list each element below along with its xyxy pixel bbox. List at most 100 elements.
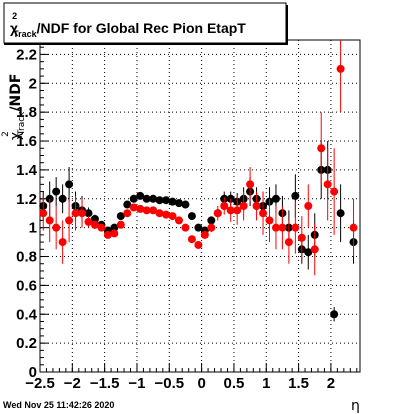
data-point: [297, 233, 306, 242]
x-tick-label: 2: [327, 375, 335, 392]
data-point: [149, 194, 158, 203]
data-point: [116, 212, 125, 221]
y-tick-label: 1.2: [16, 191, 37, 208]
data-point: [84, 209, 93, 218]
data-point: [330, 187, 339, 196]
timestamp: Wed Nov 25 11:42:26 2020: [3, 400, 114, 410]
data-point: [155, 209, 164, 218]
data-point: [349, 223, 358, 232]
data-point: [246, 180, 255, 189]
data-point: [330, 310, 339, 319]
data-point: [123, 209, 132, 218]
data-point: [129, 194, 138, 203]
data-point: [149, 206, 158, 215]
data-point: [304, 202, 313, 210]
data-point: [65, 180, 74, 189]
y-tick-label: 2.2: [16, 46, 37, 63]
y-tick-label: 1.6: [16, 133, 37, 150]
x-axis-title: η: [351, 398, 360, 414]
y-axis: 0 0.2 0.4 0.6 0.8 1 1.2 1.4 1.6 1.8 2 2.2: [16, 39, 49, 381]
y-tick-label: 0.4: [16, 306, 38, 323]
data-point: [71, 209, 80, 218]
data-point: [291, 191, 300, 200]
data-point: [200, 230, 209, 239]
y-tick-label: 1.4: [16, 162, 38, 179]
data-point: [155, 196, 164, 205]
x-tick-label: 0.5: [224, 375, 245, 392]
ylabel-superscript: 2: [1, 131, 11, 137]
data-point: [323, 180, 332, 189]
data-point: [78, 209, 87, 218]
data-point: [136, 191, 145, 200]
data-point: [168, 197, 177, 206]
data-point: [181, 223, 190, 232]
data-point: [65, 216, 74, 225]
data-point: [181, 200, 190, 209]
data-point: [142, 194, 151, 203]
y-axis-title: χ2 Track/NDF: [1, 74, 27, 140]
chart-title-box: χ2 Track/NDF for Global Rec Pion EtapT: [3, 2, 288, 45]
data-point: [220, 202, 229, 210]
data-point: [336, 64, 345, 73]
data-point: [90, 220, 99, 229]
title-chi: χ: [10, 20, 18, 36]
data-point: [90, 214, 99, 223]
y-tick-label: 1.8: [16, 104, 37, 121]
data-point: [84, 217, 93, 226]
data-point: [52, 187, 61, 196]
ylabel-text: /NDF: [8, 74, 24, 112]
data-point: [39, 209, 48, 218]
data-point: [142, 206, 151, 215]
x-tick-label: 1: [262, 375, 270, 392]
data-point: [207, 223, 216, 232]
data-point: [310, 245, 319, 254]
data-point: [194, 240, 203, 249]
ylabel-chi: χ: [8, 132, 24, 140]
data-point: [174, 199, 183, 208]
x-tick-label: 1.5: [288, 375, 309, 392]
data-point: [271, 223, 280, 232]
data-point: [174, 216, 183, 225]
data-point: [252, 202, 261, 210]
data-series: [39, 40, 358, 322]
data-point: [336, 209, 345, 218]
data-point: [226, 206, 235, 215]
x-tick-label: 0: [197, 375, 205, 392]
data-point: [52, 223, 61, 232]
title-text: /NDF for Global Rec Pion EtapT: [37, 20, 247, 36]
data-point: [123, 200, 132, 209]
data-point: [45, 216, 54, 225]
chart-title: χ2 Track/NDF for Global Rec Pion EtapT: [10, 11, 246, 39]
data-point: [317, 144, 326, 153]
x-axis: −2.5 −2 −1.5 −1 −0.5 0 0.5 1 1.5 2: [25, 363, 358, 392]
y-tick-label: 1: [29, 220, 37, 237]
x-tick-label: −2.5: [25, 375, 55, 392]
data-point: [207, 216, 216, 225]
data-point: [194, 223, 203, 232]
data-point: [291, 223, 300, 232]
data-point: [271, 194, 280, 203]
ylabel-subscript: Track: [17, 111, 27, 136]
series-1: [39, 40, 358, 276]
data-point: [187, 212, 196, 221]
data-point: [239, 202, 248, 210]
data-point: [58, 194, 67, 203]
data-point: [278, 223, 287, 232]
data-point: [284, 238, 293, 247]
title-subscript: Track: [13, 29, 38, 39]
y-tick-label: 0.8: [16, 249, 37, 266]
data-point: [129, 203, 138, 212]
title-superscript: 2: [12, 11, 17, 21]
x-tick-label: −2: [64, 375, 81, 392]
data-point: [187, 235, 196, 244]
x-tick-label: −1: [128, 375, 145, 392]
data-point: [97, 223, 106, 232]
y-tick-label: 0.6: [16, 277, 37, 294]
data-point: [110, 229, 119, 238]
data-point: [213, 209, 222, 218]
data-point: [58, 238, 67, 247]
data-point: [110, 223, 119, 232]
data-point: [103, 230, 112, 239]
data-point: [304, 248, 313, 257]
data-point: [136, 204, 145, 213]
